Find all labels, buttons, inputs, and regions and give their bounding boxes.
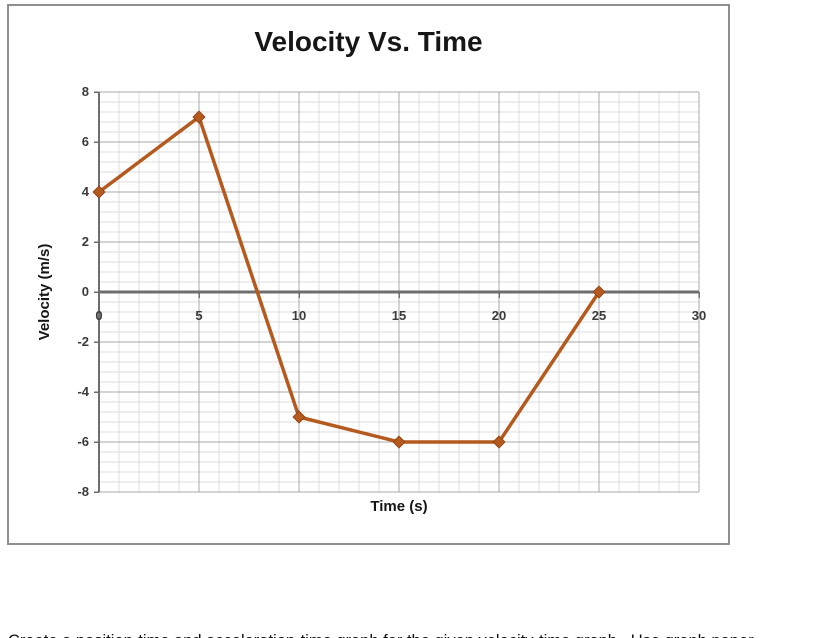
x-tick-label: 10 (291, 308, 307, 323)
x-tick-label: 20 (491, 308, 507, 323)
velocity-time-chart: Velocity Vs. Time 0 5 10 15 20 25 30 8 6 4 2 0 -2 -4… (7, 4, 730, 545)
y-tick-label: -8 (77, 484, 89, 499)
y-tick-label: 2 (81, 234, 89, 249)
x-tick-label: 0 (95, 308, 103, 323)
series-line-velocity (97, 115, 601, 444)
chart-title: Velocity Vs. Time (254, 26, 483, 57)
y-tick-label: 8 (81, 84, 89, 99)
x-tick-label: 25 (591, 308, 607, 323)
x-tick-label: 30 (691, 308, 707, 323)
plot-area (92, 91, 700, 493)
y-tick-label: -2 (77, 334, 89, 349)
y-tick-label: 0 (81, 284, 89, 299)
data-point-marker (392, 435, 406, 449)
data-point-marker (192, 110, 206, 124)
y-axis-title: Velocity (m/s) (36, 243, 53, 341)
data-point-marker (592, 285, 606, 299)
data-point-marker (292, 410, 306, 424)
data-point-marker (492, 435, 506, 449)
y-tick-label: 4 (81, 184, 89, 199)
instruction-text: Create a position-time and acceleration-… (8, 584, 757, 638)
y-tick-label: -4 (77, 384, 89, 399)
x-axis-title: Time (s) (370, 498, 428, 515)
y-tick-label: -6 (77, 434, 89, 449)
x-tick-label: 5 (195, 308, 203, 323)
x-tick-label: 15 (391, 308, 407, 323)
instruction-line-1: Create a position-time and acceleration-… (8, 630, 757, 638)
data-point-marker (92, 185, 106, 199)
y-tick-label: 6 (81, 134, 89, 149)
